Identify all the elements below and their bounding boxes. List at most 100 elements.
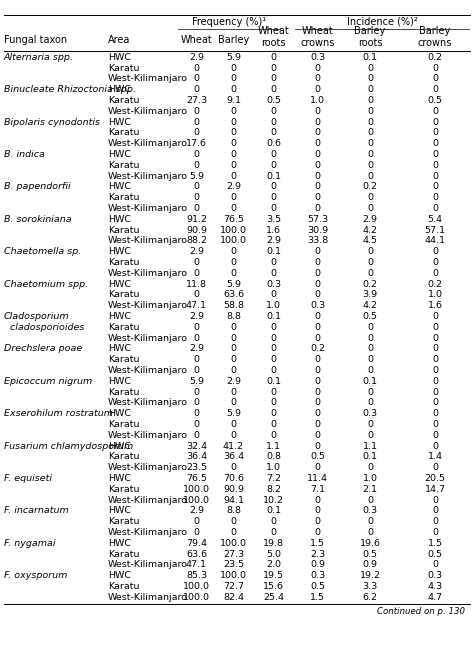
Text: 0: 0 [230, 517, 237, 526]
Text: 0: 0 [315, 442, 320, 451]
Text: 0: 0 [315, 118, 320, 127]
Text: Drechslera poae: Drechslera poae [4, 344, 82, 353]
Text: cladosporioides: cladosporioides [4, 323, 84, 332]
Text: 5.9: 5.9 [226, 280, 241, 289]
Text: 0: 0 [367, 355, 373, 364]
Text: 15.6: 15.6 [263, 582, 284, 591]
Text: 0: 0 [271, 269, 276, 278]
Text: 44.1: 44.1 [425, 236, 446, 245]
Text: 0: 0 [432, 63, 438, 72]
Text: 0.1: 0.1 [266, 377, 281, 386]
Text: 0: 0 [230, 118, 237, 127]
Text: 0: 0 [367, 74, 373, 83]
Text: 2.0: 2.0 [266, 560, 281, 569]
Text: 0: 0 [193, 161, 200, 170]
Text: 100.0: 100.0 [183, 485, 210, 494]
Text: 0: 0 [432, 85, 438, 94]
Text: 0: 0 [367, 323, 373, 332]
Text: 0: 0 [315, 258, 320, 267]
Text: 0: 0 [230, 366, 237, 375]
Text: Karatu: Karatu [108, 452, 139, 461]
Text: West-Kilimanjaro: West-Kilimanjaro [108, 496, 188, 505]
Text: 47.1: 47.1 [186, 560, 207, 569]
Text: 0.1: 0.1 [363, 452, 377, 461]
Text: 0: 0 [271, 517, 276, 526]
Text: 0: 0 [315, 399, 320, 408]
Text: Continued on p. 130: Continued on p. 130 [377, 607, 465, 616]
Text: 0.3: 0.3 [363, 507, 378, 516]
Text: 0: 0 [230, 247, 237, 256]
Text: Fungal taxon: Fungal taxon [4, 35, 67, 45]
Text: 0: 0 [271, 388, 276, 397]
Text: 0.3: 0.3 [363, 410, 378, 418]
Text: 0: 0 [432, 496, 438, 505]
Text: West-Kilimanjaro: West-Kilimanjaro [108, 431, 188, 440]
Text: 0: 0 [271, 53, 276, 62]
Text: Area: Area [108, 35, 130, 45]
Text: 0: 0 [367, 150, 373, 159]
Text: 0: 0 [315, 355, 320, 364]
Text: 0: 0 [367, 118, 373, 127]
Text: 0: 0 [230, 85, 237, 94]
Text: 0: 0 [271, 182, 276, 192]
Text: 0: 0 [432, 161, 438, 170]
Text: 0: 0 [432, 431, 438, 440]
Text: 0.2: 0.2 [310, 344, 325, 353]
Text: 8.2: 8.2 [266, 485, 281, 494]
Text: 100.0: 100.0 [220, 571, 247, 580]
Text: 0.3: 0.3 [310, 571, 325, 580]
Text: 17.6: 17.6 [186, 139, 207, 148]
Text: 0.5: 0.5 [363, 550, 377, 558]
Text: 0: 0 [193, 528, 200, 537]
Text: 0: 0 [271, 344, 276, 353]
Text: 0.3: 0.3 [310, 53, 325, 62]
Text: 0: 0 [230, 150, 237, 159]
Text: 1.5: 1.5 [310, 539, 325, 548]
Text: 0: 0 [315, 517, 320, 526]
Text: Barley
crowns: Barley crowns [418, 27, 452, 48]
Text: 0.5: 0.5 [266, 96, 281, 105]
Text: 0: 0 [367, 528, 373, 537]
Text: HWC: HWC [108, 571, 131, 580]
Text: 0: 0 [271, 150, 276, 159]
Text: 0: 0 [432, 74, 438, 83]
Text: 2.9: 2.9 [226, 377, 241, 386]
Text: 0: 0 [367, 366, 373, 375]
Text: HWC: HWC [108, 85, 131, 94]
Text: HWC: HWC [108, 377, 131, 386]
Text: 11.4: 11.4 [307, 474, 328, 483]
Text: 76.5: 76.5 [186, 474, 207, 483]
Text: 0: 0 [432, 442, 438, 451]
Text: 0.9: 0.9 [310, 560, 325, 569]
Text: 0: 0 [230, 344, 237, 353]
Text: 63.6: 63.6 [223, 291, 244, 300]
Text: 0: 0 [193, 431, 200, 440]
Text: HWC: HWC [108, 150, 131, 159]
Text: HWC: HWC [108, 280, 131, 289]
Text: 0: 0 [367, 431, 373, 440]
Text: 47.1: 47.1 [186, 302, 207, 311]
Text: 0: 0 [432, 528, 438, 537]
Text: 0: 0 [315, 129, 320, 137]
Text: 100.0: 100.0 [220, 236, 247, 245]
Text: 0: 0 [367, 129, 373, 137]
Text: 0: 0 [367, 258, 373, 267]
Text: 0: 0 [432, 463, 438, 472]
Text: 0: 0 [315, 334, 320, 343]
Text: 0: 0 [315, 291, 320, 300]
Text: B. papendorfii: B. papendorfii [4, 182, 71, 192]
Text: 0: 0 [193, 269, 200, 278]
Text: 0: 0 [432, 107, 438, 116]
Text: F. equiseti: F. equiseti [4, 474, 52, 483]
Text: 0: 0 [432, 399, 438, 408]
Text: 0: 0 [193, 193, 200, 203]
Text: 0: 0 [230, 161, 237, 170]
Text: 0: 0 [432, 323, 438, 332]
Text: 2.9: 2.9 [189, 507, 204, 516]
Text: 58.8: 58.8 [223, 302, 244, 311]
Text: 0: 0 [315, 410, 320, 418]
Text: Karatu: Karatu [108, 582, 139, 591]
Text: 0.1: 0.1 [266, 312, 281, 321]
Text: West-Kilimanjaro: West-Kilimanjaro [108, 593, 188, 602]
Text: 2.3: 2.3 [310, 550, 325, 558]
